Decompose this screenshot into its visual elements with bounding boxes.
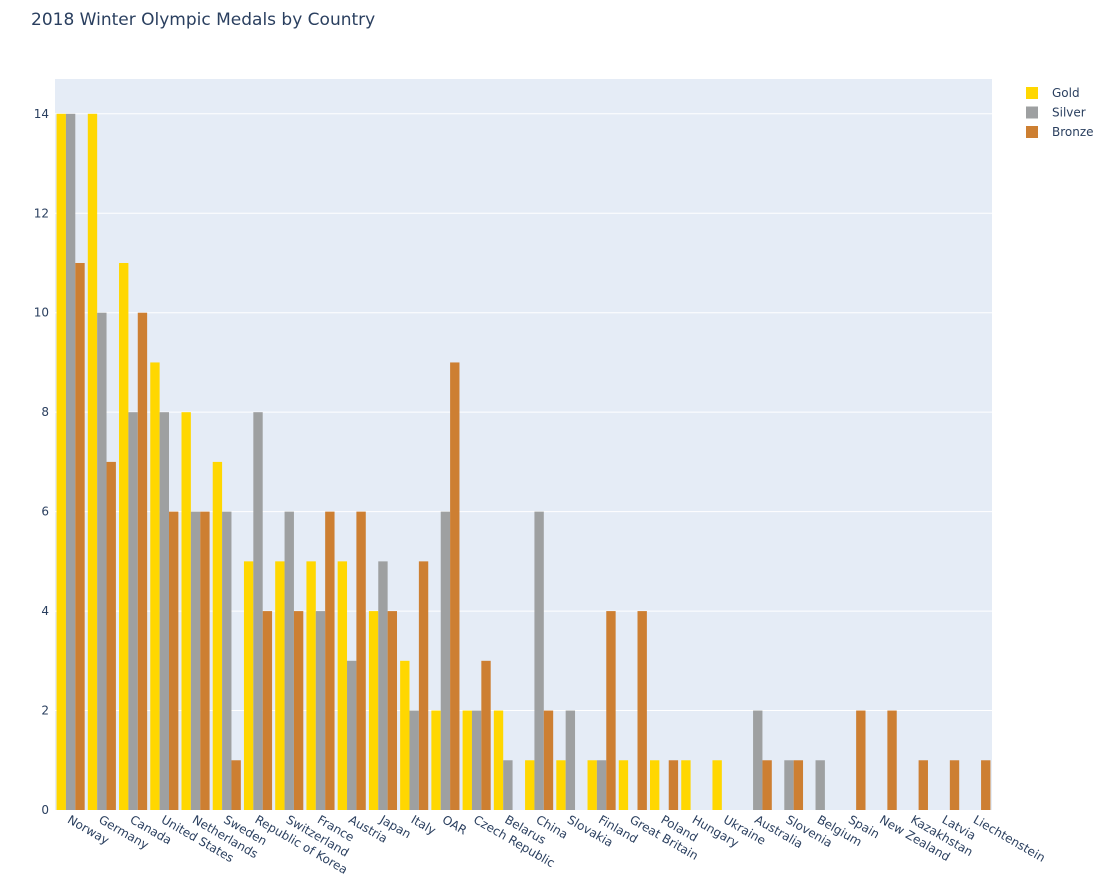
y-tick-label: 0 bbox=[41, 803, 49, 817]
bar-gold bbox=[181, 412, 191, 810]
bar-bronze bbox=[949, 760, 960, 810]
bar-silver bbox=[440, 511, 451, 810]
y-axis: 0 2 4 6 8 10 12 14 bbox=[34, 107, 49, 817]
chart-title: 2018 Winter Olympic Medals by Country bbox=[31, 10, 376, 30]
bar-gold bbox=[587, 760, 597, 810]
bar-bronze bbox=[262, 611, 273, 810]
bar-gold bbox=[119, 262, 129, 811]
gridlines bbox=[55, 113, 992, 712]
bar-gold bbox=[525, 760, 535, 810]
bar-gold bbox=[56, 113, 66, 811]
x-tick-label: Italy bbox=[409, 812, 439, 837]
legend-swatch bbox=[1026, 87, 1038, 99]
bar-silver bbox=[565, 710, 576, 810]
bar-gold bbox=[556, 760, 566, 810]
bar-gold bbox=[649, 760, 660, 810]
bar-silver bbox=[222, 511, 232, 810]
bar-bronze bbox=[418, 561, 429, 810]
bar-gold bbox=[150, 362, 160, 810]
bar-bronze bbox=[543, 710, 554, 810]
bar-silver bbox=[815, 760, 825, 810]
legend-swatch bbox=[1026, 126, 1038, 138]
legend-label: Silver bbox=[1052, 106, 1086, 120]
bar-bronze bbox=[231, 760, 241, 810]
bar-silver bbox=[159, 412, 170, 810]
bar-silver bbox=[753, 710, 763, 810]
bar-gold bbox=[87, 113, 98, 811]
legend-swatch bbox=[1026, 106, 1038, 119]
bar-bronze bbox=[200, 511, 210, 810]
bar-gold bbox=[493, 710, 504, 810]
bar-bronze bbox=[75, 262, 85, 811]
bar-bronze bbox=[668, 760, 679, 810]
bar-bronze bbox=[762, 760, 772, 810]
bar-gold bbox=[618, 760, 629, 810]
plot-background bbox=[55, 79, 992, 810]
bar-bronze bbox=[387, 611, 398, 810]
bar-gold bbox=[337, 561, 348, 810]
y-tick-label: 12 bbox=[34, 206, 49, 220]
x-tick-label: OAR bbox=[440, 812, 469, 837]
x-tick-label: Liechtenstein bbox=[971, 812, 1048, 864]
bar-silver bbox=[128, 412, 138, 810]
legend[interactable]: Gold Silver Bronze bbox=[1026, 86, 1094, 139]
bar-gold bbox=[462, 710, 472, 810]
bar-gold bbox=[243, 561, 254, 810]
bar-bronze bbox=[106, 461, 116, 810]
bar-bronze bbox=[887, 710, 897, 810]
bar-gold bbox=[275, 561, 285, 810]
bar-bronze bbox=[637, 611, 647, 810]
bar-silver bbox=[190, 511, 201, 810]
bar-gold bbox=[400, 660, 410, 810]
bar-bronze bbox=[481, 660, 491, 810]
bar-bronze bbox=[137, 312, 148, 810]
bar-gold bbox=[212, 461, 223, 810]
y-tick-label: 6 bbox=[41, 505, 49, 519]
bar-silver bbox=[347, 660, 357, 810]
y-tick-label: 14 bbox=[34, 107, 49, 121]
bar-silver bbox=[534, 511, 544, 810]
bar-bronze bbox=[606, 611, 616, 810]
y-tick-label: 8 bbox=[41, 405, 49, 419]
bar-silver bbox=[65, 113, 76, 811]
bar-bronze bbox=[918, 760, 928, 810]
bar-bronze bbox=[356, 511, 366, 810]
bar-silver bbox=[284, 511, 294, 810]
bar-silver bbox=[315, 611, 326, 810]
bar-gold bbox=[431, 710, 441, 810]
bar-silver bbox=[596, 760, 607, 810]
bar-gold bbox=[681, 760, 691, 810]
y-tick-label: 2 bbox=[41, 704, 49, 718]
bar-bronze bbox=[169, 511, 179, 810]
bar-gold bbox=[306, 561, 316, 810]
y-tick-label: 10 bbox=[34, 306, 49, 320]
bar-bronze bbox=[450, 362, 460, 810]
legend-item-bronze[interactable]: Bronze bbox=[1026, 125, 1094, 139]
bar-gold bbox=[368, 611, 379, 810]
bar-bronze bbox=[293, 611, 304, 810]
bar-silver bbox=[253, 412, 263, 810]
bar-silver bbox=[378, 561, 388, 810]
legend-label: Gold bbox=[1052, 86, 1080, 100]
bar-gold bbox=[712, 760, 722, 810]
bar-bronze bbox=[325, 511, 335, 810]
bar-bronze bbox=[856, 710, 866, 810]
legend-item-gold[interactable]: Gold bbox=[1026, 86, 1080, 100]
bars bbox=[56, 113, 991, 811]
legend-item-silver[interactable]: Silver bbox=[1026, 106, 1086, 120]
y-tick-label: 4 bbox=[41, 604, 49, 618]
bar-bronze bbox=[793, 760, 804, 810]
bar-silver bbox=[503, 760, 513, 810]
bar-silver bbox=[784, 760, 794, 810]
legend-label: Bronze bbox=[1052, 125, 1094, 139]
bar-silver bbox=[97, 312, 107, 810]
bar-silver bbox=[409, 710, 419, 810]
bar-bronze bbox=[981, 760, 991, 810]
bar-silver bbox=[471, 710, 482, 810]
